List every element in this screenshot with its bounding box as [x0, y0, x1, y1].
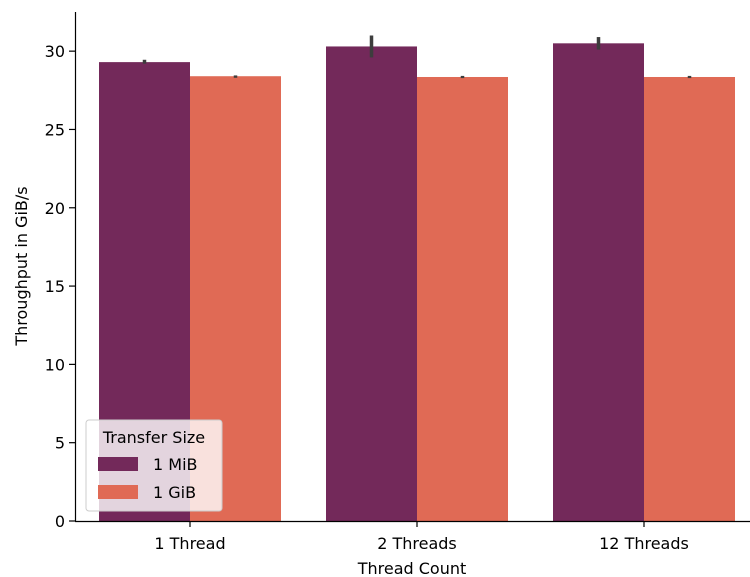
y-axis-label: Throughput in GiB/s: [12, 186, 31, 346]
y-tick-label: 15: [45, 277, 65, 296]
bar-1-mib-12-threads: [553, 43, 644, 521]
y-tick-label: 25: [45, 120, 65, 139]
y-tick-label: 30: [45, 42, 65, 61]
legend-label-1mib: 1 MiB: [153, 455, 198, 474]
legend-swatch-1gib: [98, 485, 138, 499]
legend-label-1gib: 1 GiB: [153, 483, 196, 502]
y-ticks-layer: 0 5 10 15 20 25 30: [45, 42, 75, 531]
legend: Transfer Size 1 MiB 1 GiB: [85, 419, 223, 512]
legend-swatch-1mib: [98, 457, 138, 471]
bars-layer: [99, 43, 735, 522]
y-tick-label: 20: [45, 199, 65, 218]
error-bars-layer: [142, 35, 692, 79]
bar-1-gib-12-threads: [644, 76, 735, 521]
x-tick-label: 2 Threads: [377, 534, 457, 553]
y-tick-label: 10: [45, 355, 65, 374]
axes-layer: [74, 12, 750, 523]
x-ticks-layer: 1 Thread 2 Threads 12 Threads: [154, 521, 689, 553]
y-tick-label: 0: [55, 512, 65, 531]
x-tick-label: 1 Thread: [154, 534, 225, 553]
bar-1-gib-2-threads: [417, 76, 508, 521]
y-tick-label: 5: [55, 434, 65, 453]
bar-1-mib-2-threads: [326, 46, 417, 521]
x-axis-label: Thread Count: [357, 559, 467, 577]
x-tick-label: 12 Threads: [599, 534, 689, 553]
legend-title: Transfer Size: [102, 428, 205, 447]
